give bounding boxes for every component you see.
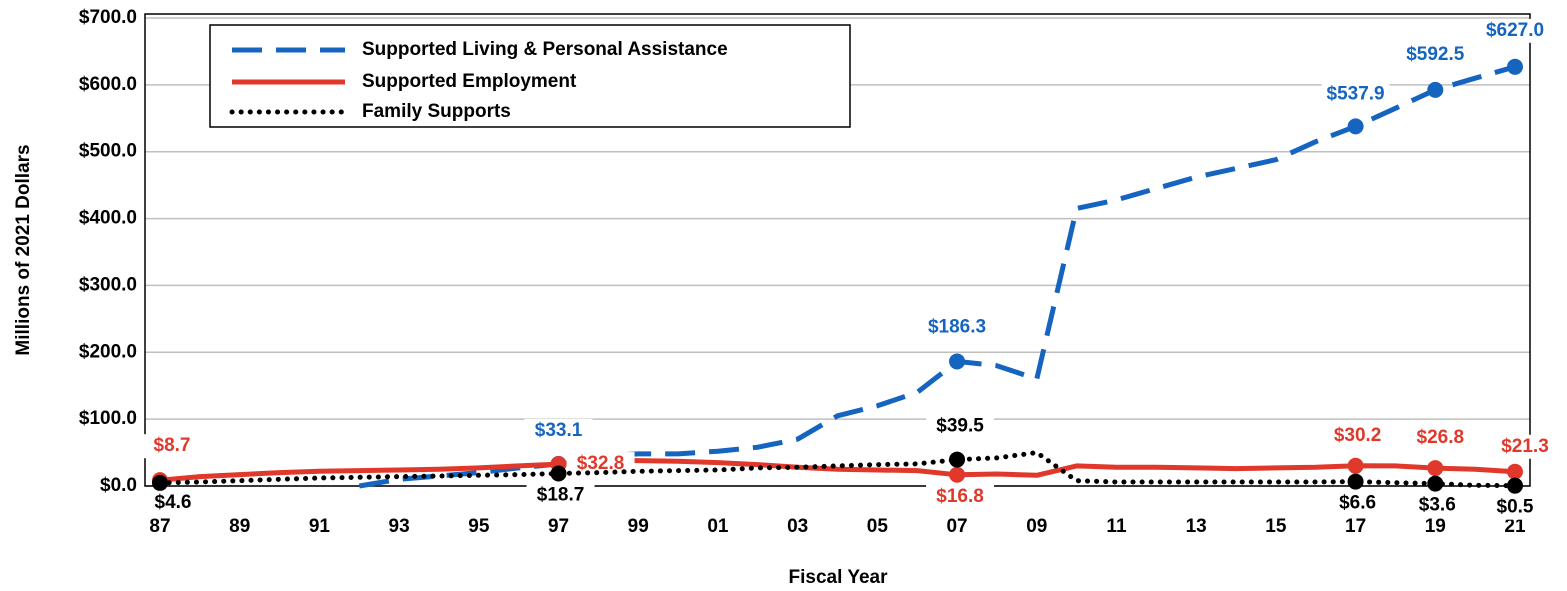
data-label: $6.6: [1339, 493, 1376, 514]
legend-box: [209, 24, 851, 128]
x-tick-label: 95: [468, 516, 490, 537]
data-label: $33.1: [535, 420, 583, 441]
label-background: [1323, 491, 1392, 516]
point-marker: [1347, 473, 1364, 490]
x-tick-label: 89: [229, 516, 250, 537]
point-marker: [1427, 460, 1444, 477]
y-tick-label: $700.0: [79, 7, 137, 28]
legend-label: Family Supports: [362, 101, 511, 122]
data-label: $592.5: [1406, 44, 1465, 65]
y-tick-label: $500.0: [79, 141, 137, 162]
point-marker: [152, 474, 168, 491]
x-tick-label: 21: [1504, 516, 1526, 537]
data-label: $0.5: [1497, 497, 1534, 518]
y-axis-title: Millions of 2021 Dollars: [13, 144, 34, 355]
point-marker: [1507, 58, 1523, 75]
data-label: $3.6: [1419, 495, 1456, 516]
data-label: $39.5: [936, 416, 984, 437]
label-background: [139, 490, 207, 515]
x-tick-label: 05: [867, 516, 889, 537]
legend-label: Supported Living & Personal Assistance: [362, 39, 728, 60]
label-background: [923, 315, 992, 340]
data-label: $32.8: [577, 453, 625, 474]
y-tick-label: $400.0: [79, 208, 137, 229]
label-background: [1323, 423, 1392, 448]
series-line: [157, 450, 1518, 489]
label-background: [1481, 18, 1549, 43]
y-tick-label: $300.0: [79, 274, 137, 295]
x-tick-label: 15: [1265, 516, 1287, 537]
x-tick-label: 07: [946, 516, 967, 537]
x-tick-label: 03: [787, 516, 808, 537]
label-background: [1401, 42, 1470, 67]
x-tick-label: 09: [1026, 516, 1047, 537]
x-tick-label: 13: [1186, 516, 1207, 537]
point-marker: [1507, 477, 1523, 494]
label-background: [1481, 495, 1549, 520]
point-marker: [949, 353, 966, 370]
y-tick-label: $600.0: [79, 74, 137, 95]
point-marker: [1347, 118, 1364, 135]
label-background: [524, 418, 593, 443]
data-label: $186.3: [928, 316, 986, 337]
x-axis-title: Fiscal Year: [789, 567, 889, 588]
data-label: $4.6: [155, 492, 192, 513]
x-tick-label: 91: [309, 516, 331, 537]
series-line: [159, 458, 1516, 483]
plot-frame: [144, 13, 1531, 487]
point-marker: [550, 465, 567, 482]
data-label: $16.8: [936, 486, 984, 507]
point-marker: [949, 451, 966, 468]
legend-label: Supported Employment: [362, 71, 577, 92]
data-label: $627.0: [1486, 20, 1544, 41]
data-label: $8.7: [154, 435, 191, 456]
x-tick-label: 97: [548, 516, 569, 537]
data-label: $537.9: [1327, 83, 1385, 104]
label-background: [926, 414, 995, 439]
point-marker: [1347, 457, 1364, 474]
point-marker: [1427, 475, 1444, 492]
label-background: [138, 434, 206, 459]
label-background: [1491, 434, 1559, 459]
label-background: [926, 484, 995, 509]
data-label: $18.7: [537, 485, 585, 506]
x-tick-label: 87: [149, 516, 170, 537]
x-tick-label: 99: [628, 516, 649, 537]
data-label: $21.3: [1501, 436, 1549, 457]
point-marker: [1427, 81, 1444, 98]
y-tick-label: $200.0: [79, 341, 137, 362]
label-background: [526, 483, 595, 508]
label-background: [1406, 426, 1475, 451]
y-tick-label: $0.0: [100, 475, 137, 496]
data-label: $26.8: [1417, 427, 1465, 448]
point-marker: [949, 466, 966, 483]
y-tick-label: $100.0: [79, 408, 137, 429]
data-label: $30.2: [1334, 425, 1382, 446]
x-tick-label: 11: [1106, 516, 1127, 537]
x-tick-label: 01: [707, 516, 729, 537]
x-tick-label: 93: [389, 516, 410, 537]
point-marker: [1507, 463, 1523, 480]
x-tick-label: 19: [1425, 516, 1446, 537]
label-background: [1403, 493, 1472, 518]
label-background: [1321, 82, 1390, 107]
x-tick-label: 17: [1345, 516, 1366, 537]
